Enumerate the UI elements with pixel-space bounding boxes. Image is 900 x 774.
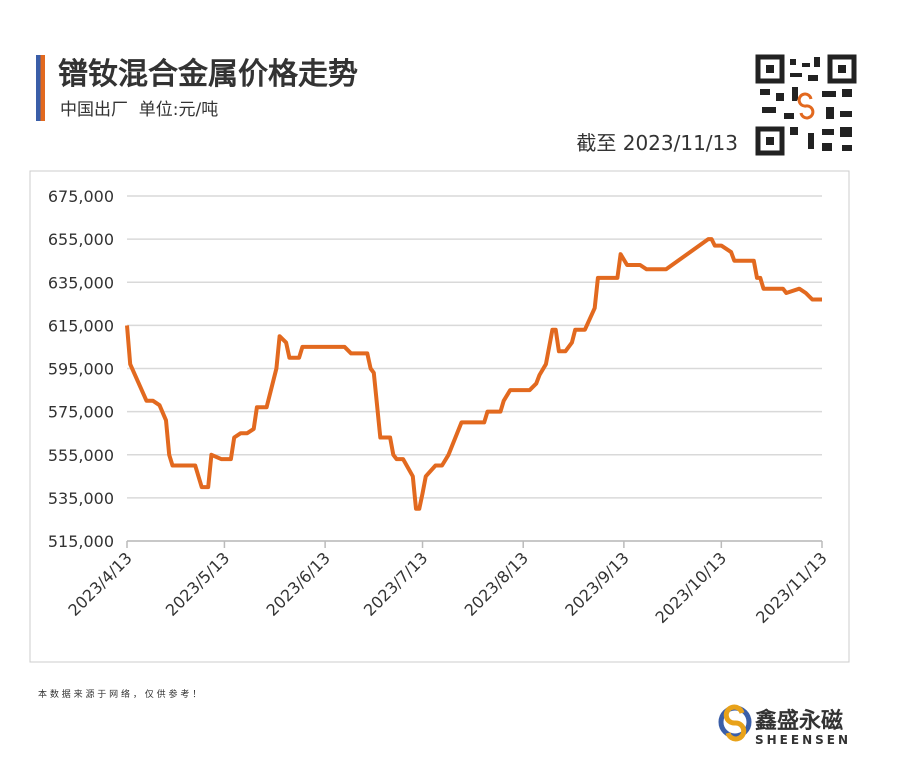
x-tick-label: 2023/5/13 [162,548,233,619]
x-tick-label: 2023/10/13 [652,548,731,627]
x-tick-label: 2023/6/13 [262,548,333,619]
y-tick-label: 675,000 [48,187,114,206]
y-tick-label: 655,000 [48,230,114,249]
x-tick-label: 2023/7/13 [360,548,431,619]
subtitle: 中国出厂 单位:元/吨 [60,100,218,120]
y-tick-label: 595,000 [48,360,114,379]
x-tick-label: 2023/4/13 [64,548,135,619]
plot-frame [29,170,850,663]
y-tick-label: 635,000 [48,273,114,292]
as-of: 截至 2023/11/13 [576,131,738,155]
x-tick-label: 2023/8/13 [461,548,532,619]
x-tick-label: 2023/9/13 [561,548,632,619]
brand-name: 鑫盛永磁 [755,708,843,734]
source-note: 本 数 据 来 源 于 网 络 ， 仅 供 参 考 ！ [38,688,201,700]
y-tick-label: 615,000 [48,316,114,335]
x-tick-label: 2023/11/13 [752,548,831,627]
brand-name-en: SHEENSEN [755,733,851,747]
qr-code [755,54,857,156]
brand-logo [718,704,752,742]
title: 镨钕混合金属价格走势 [58,57,358,92]
price-line [125,237,822,511]
y-tick-label: 535,000 [48,489,114,508]
accent-bar [36,55,45,121]
y-tick-label: 555,000 [48,446,114,465]
y-tick-label: 575,000 [48,403,114,422]
y-tick-label: 515,000 [48,532,114,551]
